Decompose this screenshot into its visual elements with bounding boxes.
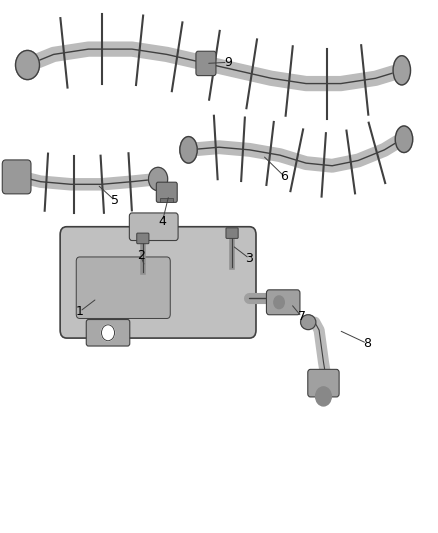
Ellipse shape [300,315,316,329]
Text: 6: 6 [280,170,288,183]
Text: 8: 8 [363,337,371,350]
FancyBboxPatch shape [266,290,300,315]
FancyBboxPatch shape [196,51,216,76]
FancyBboxPatch shape [129,213,178,240]
FancyBboxPatch shape [2,160,31,194]
Text: 7: 7 [298,310,306,324]
Bar [160,198,173,202]
Ellipse shape [15,51,39,79]
FancyBboxPatch shape [60,227,256,338]
Text: 9: 9 [224,56,232,69]
Circle shape [274,296,284,309]
FancyBboxPatch shape [308,369,339,397]
Ellipse shape [395,126,413,152]
Text: 3: 3 [246,252,254,265]
FancyBboxPatch shape [226,228,238,238]
FancyBboxPatch shape [156,182,177,203]
Text: 1: 1 [76,305,84,318]
Ellipse shape [180,136,197,163]
Circle shape [316,387,331,406]
FancyBboxPatch shape [86,319,130,346]
Circle shape [102,325,115,341]
Ellipse shape [393,56,410,85]
FancyBboxPatch shape [137,233,149,244]
Text: 5: 5 [110,193,119,207]
Circle shape [148,167,168,191]
FancyBboxPatch shape [76,257,170,318]
Text: 2: 2 [137,249,145,262]
Text: 4: 4 [159,215,166,228]
